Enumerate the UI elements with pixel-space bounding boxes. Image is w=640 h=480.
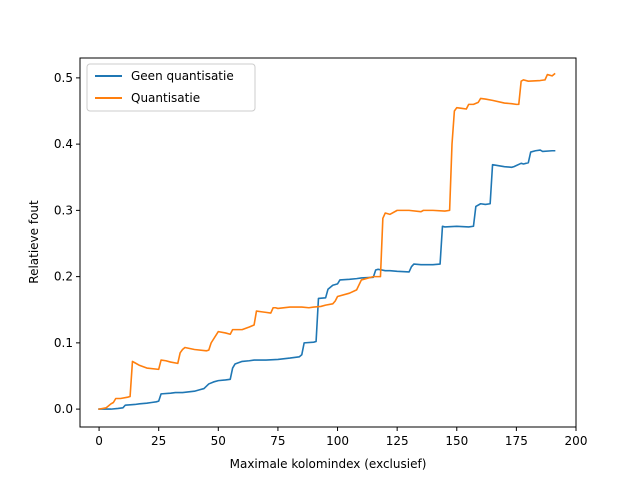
x-tick-label: 175 [505, 434, 528, 448]
legend-box [86, 63, 256, 112]
y-tick-label: 0.0 [54, 402, 73, 416]
y-tick-label: 0.2 [54, 270, 73, 284]
series-line-geen-quantisatie [98, 149, 556, 410]
y-tick-label: 0.5 [54, 71, 73, 85]
plot-frame [79, 57, 577, 428]
x-tick-label: 25 [151, 434, 166, 448]
x-tick-label: 0 [95, 434, 103, 448]
y-tick-label: 0.1 [54, 336, 73, 350]
x-tick-label: 75 [270, 434, 285, 448]
y-axis-label: Relatieve fout [27, 200, 41, 284]
x-tick-label: 150 [445, 434, 468, 448]
axis-layer: 0 25 50 75 100 125 150 175 200 0.0 0.1 0.2 0.3 0.4 0.5 [54, 71, 588, 448]
x-tick-label: 50 [211, 434, 226, 448]
plot-area [80, 58, 576, 427]
series-line-quantisatie [98, 72, 556, 411]
x-tick-label: 125 [386, 434, 409, 448]
x-axis-label: Maximale kolomindex (exclusief) [230, 457, 427, 471]
x-tick-label: 200 [565, 434, 588, 448]
x-tick-label: 100 [326, 434, 349, 448]
y-tick-label: 0.4 [54, 137, 73, 151]
legend-label-geen-quantisatie: Geen quantisatie [131, 69, 234, 83]
legend-label-quantisatie: Quantisatie [131, 91, 200, 105]
series-layer [98, 72, 556, 411]
legend: Geen quantisatie Quantisatie [86, 63, 256, 112]
y-tick-label: 0.3 [54, 203, 73, 217]
